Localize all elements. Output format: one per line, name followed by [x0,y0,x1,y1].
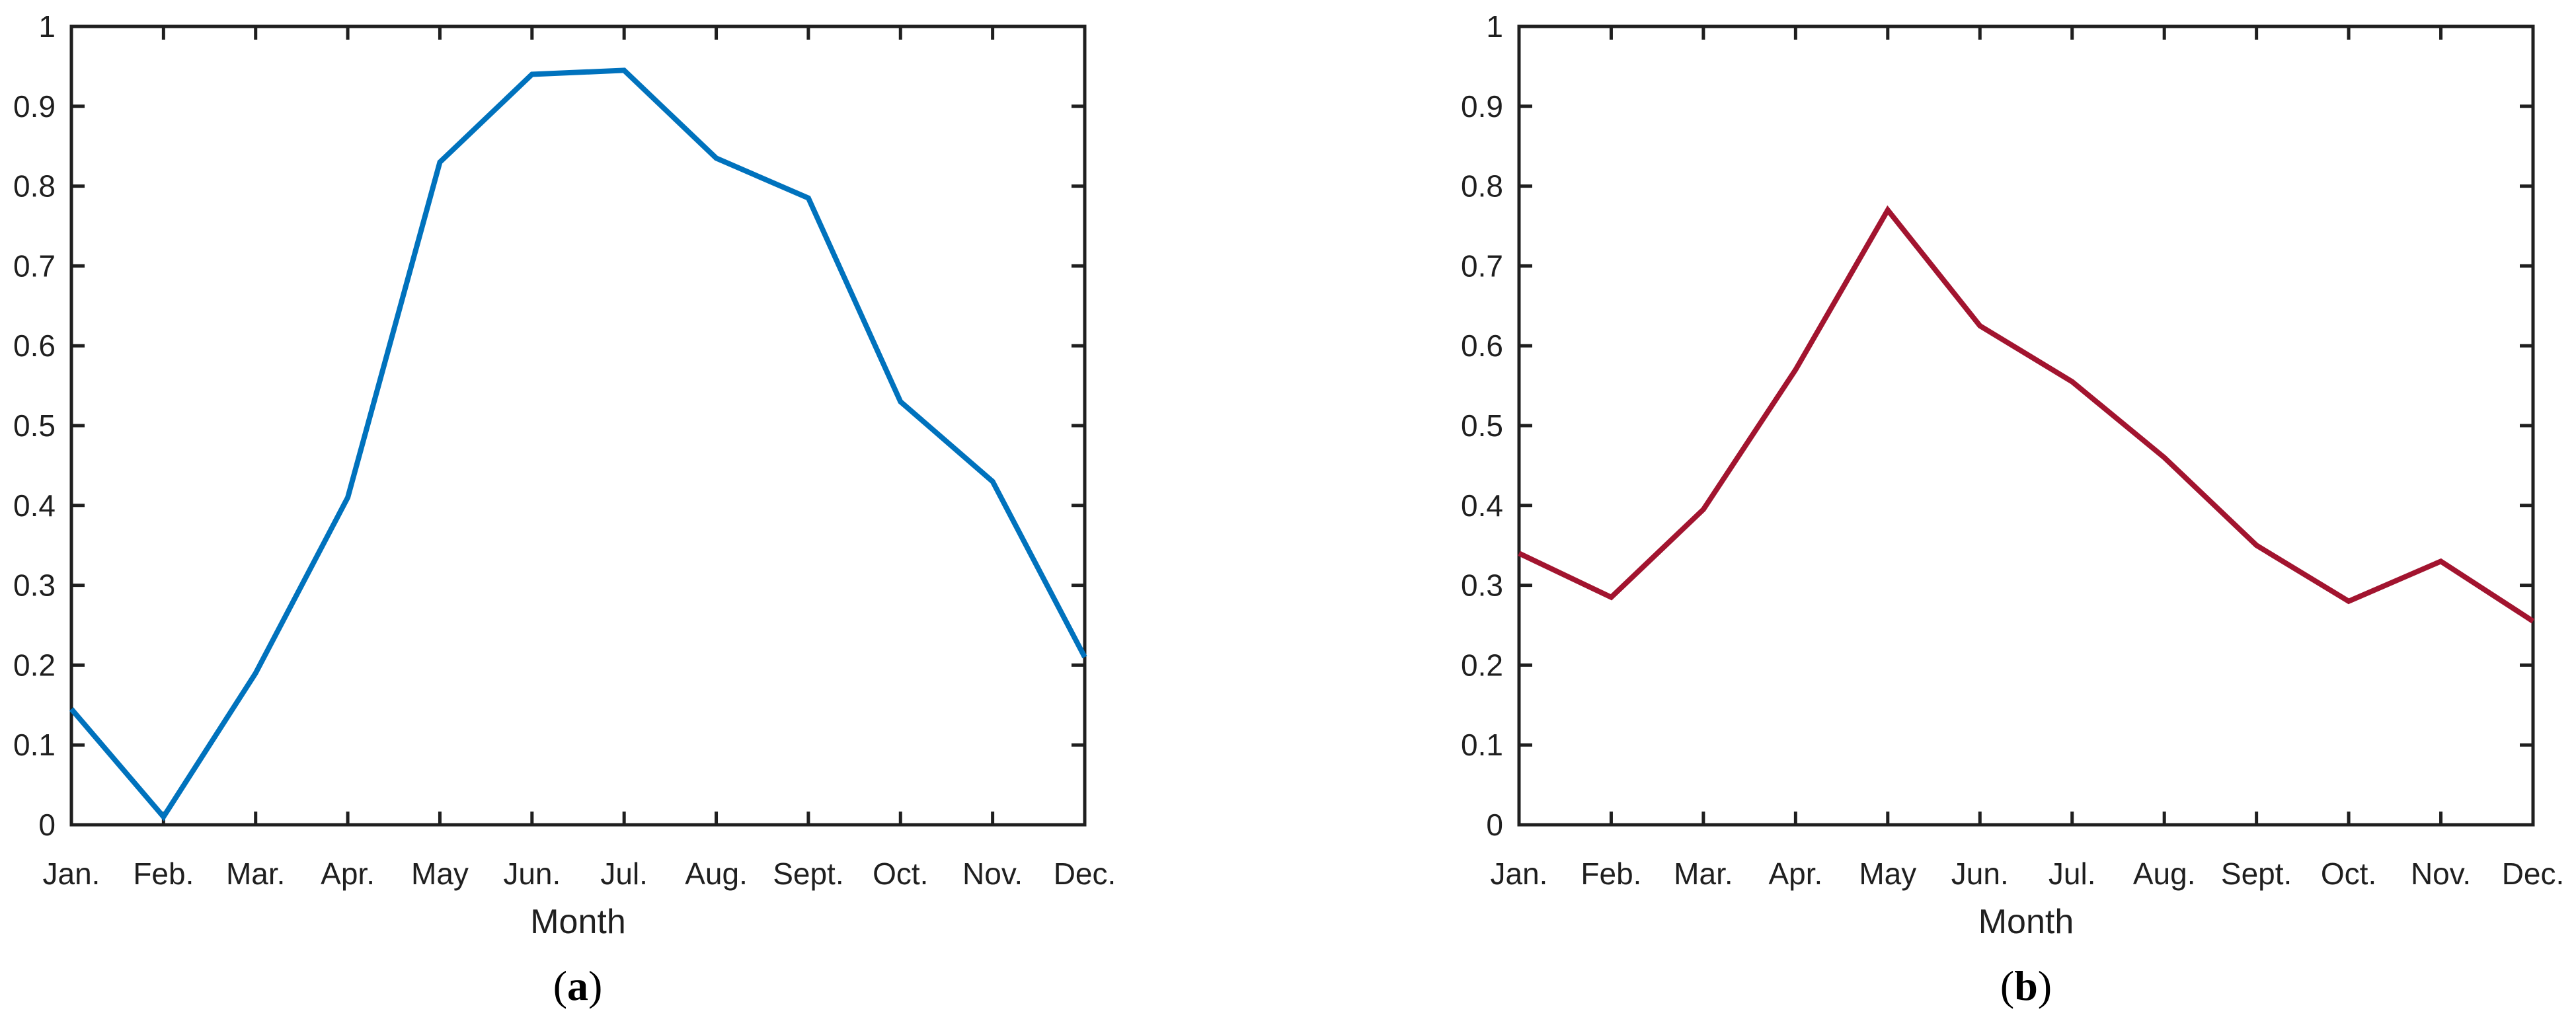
x-tick-label: Jan. [43,856,100,891]
series-line [69,67,1087,821]
x-tick-label: Oct. [2321,856,2376,891]
y-tick-label: 0.8 [1461,169,1503,204]
chart-panel-a: Jan. Feb. Mar. Apr. May Jun. Jul. Aug. Sept. Oct.… [13,9,1116,941]
x-tick-label: Nov. [962,856,1023,891]
y-tick-label: 0.6 [1461,328,1503,363]
y-tick-label: 1 [1486,9,1503,44]
y-tick-label: 0.1 [13,728,56,762]
x-tick-label: Dec. [1054,856,1116,891]
series-line [1518,205,2535,624]
caption-close-paren: ) [2037,962,2052,1009]
y-tick-label: 0.6 [13,328,56,363]
x-axis-title: Month [1978,903,2074,941]
x-axis-title: Month [530,903,626,941]
x-tick-label: Jan. [1491,856,1548,891]
x-tick-label: Feb. [1581,856,1641,891]
y-tick-label: 0.1 [1461,728,1503,762]
y-tick-label: 0.4 [1461,488,1503,523]
x-tick-label: Sept. [2221,856,2292,891]
axis-box [69,24,1087,827]
x-tick-label: Apr. [1768,856,1822,891]
y-tick-label: 0.9 [1461,89,1503,124]
caption-letter: a [567,962,588,1009]
x-tick-label: Aug. [685,856,748,891]
subfigure-caption-a: (a) [446,962,710,1010]
subfigure-caption-b: (b) [1894,962,2158,1010]
y-tick-label: 0 [1486,808,1503,842]
x-tick-label: Nov. [2411,856,2471,891]
caption-letter: b [2014,962,2038,1009]
x-tick-label: Mar. [1674,856,1733,891]
axis-box [1517,24,2535,827]
y-tick-label: 0.7 [13,248,56,283]
y-tick-label: 0.5 [1461,408,1503,443]
y-tick-label: 0.8 [13,169,56,204]
x-tick-label: Jul. [2049,856,2096,891]
x-tick-label: Jun. [503,856,561,891]
chart-panel-b: Jan. Feb. Mar. Apr. May Jun. Jul. Aug. Sept. Oct.… [1461,9,2564,941]
x-tick-label: Sept. [773,856,843,891]
x-tick-label: May [411,856,469,891]
y-tick-label: 0.4 [13,488,56,523]
y-tick-label: 0.5 [13,408,56,443]
caption-open-paren: ( [553,962,567,1009]
x-tick-label: Oct. [873,856,928,891]
x-tick-label: Jun. [1951,856,2009,891]
x-tick-label: Feb. [133,856,194,891]
y-tick-label: 0.2 [13,648,56,682]
x-tick-label: Aug. [2133,856,2196,891]
x-tick-label: Jul. [600,856,648,891]
y-tick-label: 0.9 [13,89,56,124]
y-tick-label: 1 [38,9,56,44]
y-tick-label: 0.2 [1461,648,1503,682]
x-tick-label: Apr. [321,856,375,891]
caption-open-paren: ( [2000,962,2015,1009]
x-tick-label: Mar. [226,856,285,891]
y-tick-label: 0.3 [1461,568,1503,603]
x-tick-label: May [1859,856,1916,891]
y-tick-label: 0.3 [13,568,56,603]
x-tick-label: Dec. [2502,856,2565,891]
y-tick-label: 0.7 [1461,248,1503,283]
y-tick-label: 0 [38,808,56,842]
caption-close-paren: ) [588,962,603,1009]
